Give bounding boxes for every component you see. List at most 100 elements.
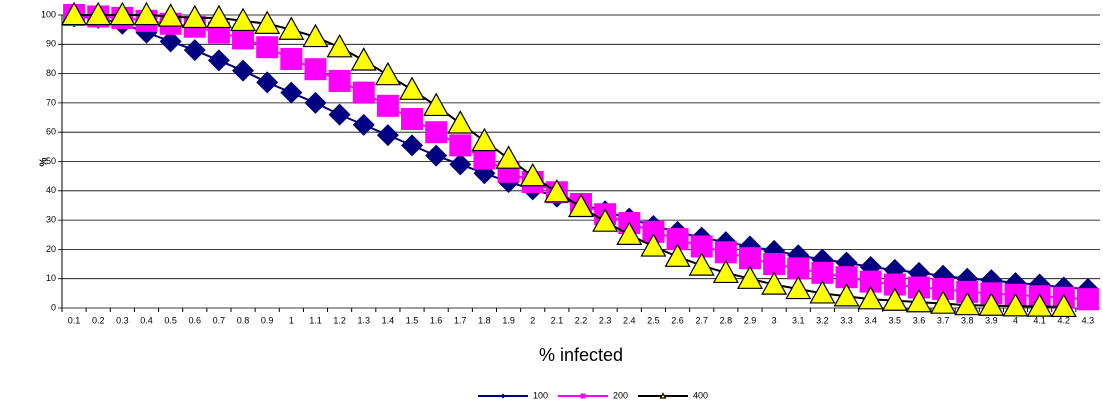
x-tick-label: 1.9	[502, 315, 515, 325]
diamond-marker	[425, 144, 448, 167]
triangle-marker	[761, 271, 788, 295]
x-tick-label: 1.7	[454, 315, 467, 325]
triangle-marker	[471, 127, 498, 152]
x-tick-label: 1.6	[430, 315, 443, 325]
x-tick-label: 3.4	[864, 315, 877, 325]
triangle-marker	[1050, 293, 1077, 318]
x-tick-label: 3.2	[816, 315, 829, 325]
square-marker	[738, 247, 761, 270]
triangle-marker	[736, 265, 763, 289]
y-tick-label: 0	[51, 302, 56, 312]
triangle-marker	[616, 221, 643, 245]
diamond-marker	[159, 30, 182, 53]
diamond-marker	[280, 81, 303, 104]
square-marker	[256, 36, 279, 59]
triangle-marker	[785, 275, 812, 300]
triangle-marker	[1002, 293, 1029, 317]
x-tick-label: 1.5	[406, 315, 419, 325]
triangle-marker	[833, 283, 860, 307]
x-tick-label: 3	[772, 315, 777, 325]
x-tick-label: 0.9	[261, 315, 274, 325]
triangle-marker	[85, 1, 112, 26]
square-marker	[787, 257, 810, 280]
x-tick-label: 3.5	[889, 315, 902, 325]
square-marker	[642, 220, 665, 243]
diamond-marker	[401, 134, 424, 157]
legend-marker	[659, 392, 667, 399]
x-tick-label: 2.7	[695, 315, 708, 325]
y-tick-label: 50	[46, 156, 56, 166]
x-tick-label: 0.6	[189, 315, 202, 325]
triangle-marker	[567, 193, 595, 218]
triangle-marker	[881, 287, 908, 311]
y-tick-label: 80	[46, 68, 56, 78]
diamond-marker	[304, 91, 327, 114]
x-tick-label: 4.3	[1082, 315, 1095, 325]
triangle-marker	[326, 33, 353, 58]
x-tick-label: 2.1	[551, 315, 564, 325]
legend-label: 200	[613, 390, 628, 400]
y-tick-label: 70	[46, 97, 56, 107]
x-tick-label: 0.7	[213, 315, 226, 325]
diamond-marker	[352, 113, 375, 136]
square-marker	[907, 276, 930, 299]
square-marker	[835, 266, 858, 289]
diamond-marker	[376, 124, 399, 147]
square-marker	[304, 58, 327, 81]
x-tick-label: 2.3	[599, 315, 612, 325]
square-marker	[714, 241, 737, 264]
square-marker	[425, 121, 448, 144]
square-marker	[883, 273, 906, 296]
legend-marker	[500, 393, 506, 399]
diamond-marker	[328, 103, 351, 126]
square-marker	[449, 134, 472, 157]
triangle-marker	[688, 252, 715, 276]
square-marker	[1076, 288, 1099, 311]
triangle-marker	[543, 179, 570, 203]
square-marker	[811, 261, 834, 284]
x-tick-label: 2.5	[647, 315, 660, 325]
y-axis-title: %	[39, 157, 50, 166]
diamond-marker	[787, 244, 810, 267]
y-tick-label: 100	[41, 9, 56, 19]
x-tick-label: 3.7	[937, 315, 950, 325]
x-tick-label: 0.4	[140, 315, 153, 325]
triangle-marker	[1026, 293, 1053, 317]
x-tick-label: 2	[530, 315, 535, 325]
triangle-marker	[205, 4, 232, 29]
square-marker	[473, 147, 496, 170]
y-tick-label: 10	[46, 273, 56, 283]
x-tick-label: 3.8	[961, 315, 974, 325]
x-tick-label: 4	[1013, 315, 1018, 325]
diamond-marker	[232, 59, 255, 82]
x-tick-label: 1.1	[309, 315, 322, 325]
x-tick-label: 4.2	[1058, 315, 1071, 325]
triangle-marker	[905, 288, 932, 313]
triangle-marker	[399, 76, 426, 100]
triangle-marker	[954, 291, 981, 316]
x-tick-label: 1	[289, 315, 294, 325]
x-tick-label: 3.3	[840, 315, 853, 325]
square-marker	[280, 47, 303, 70]
x-tick-label: 1.8	[478, 315, 491, 325]
x-tick-label: 0.8	[237, 315, 250, 325]
x-tick-label: 2.9	[744, 315, 757, 325]
y-tick-label: 20	[46, 244, 56, 254]
triangle-marker	[109, 1, 136, 26]
x-tick-label: 3.9	[985, 315, 998, 325]
square-marker	[690, 235, 713, 258]
triangle-marker	[640, 233, 667, 257]
legend-label: 400	[693, 390, 708, 400]
x-tick-label: 0.1	[68, 315, 81, 325]
diamond-marker	[449, 153, 472, 176]
triangle-marker	[374, 61, 401, 86]
x-tick-label: 4.1	[1033, 315, 1046, 325]
square-marker	[401, 108, 424, 131]
x-tick-label: 0.3	[116, 315, 129, 325]
diamond-marker	[207, 49, 230, 72]
triangle-marker	[350, 47, 377, 71]
y-tick-label: 40	[46, 185, 56, 195]
triangle-marker	[133, 1, 160, 26]
y-tick-label: 30	[46, 214, 56, 224]
